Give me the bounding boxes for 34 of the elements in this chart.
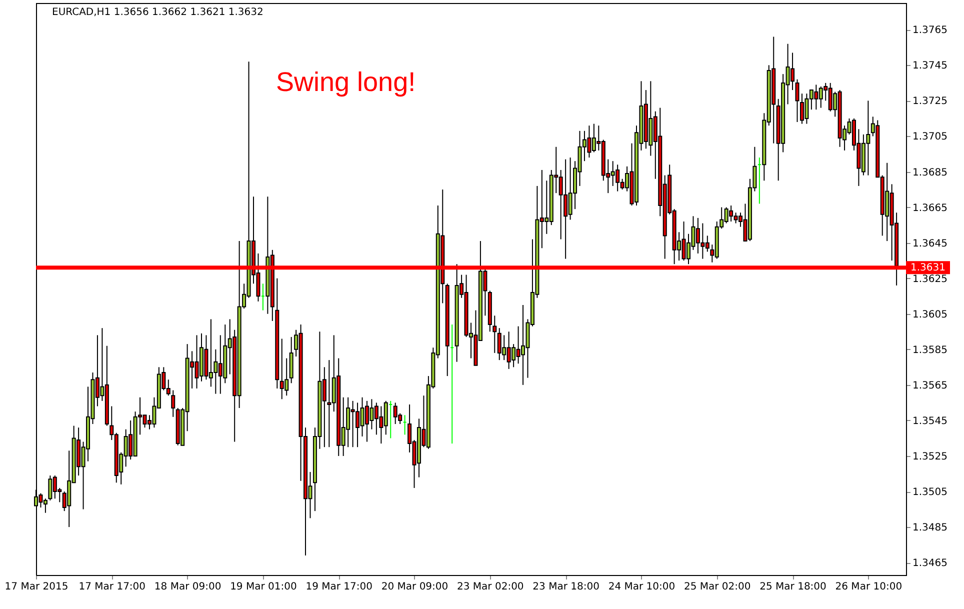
y-tick-label: 1.3745 <box>912 60 948 72</box>
candlestick <box>492 315 497 354</box>
y-tick-label: 1.3705 <box>912 132 948 143</box>
x-tick-label: 18 Mar 09:00 <box>154 582 222 592</box>
x-tick-label: 17 Mar 2015 <box>4 582 68 592</box>
x-tick-label: 25 Mar 18:00 <box>760 582 826 592</box>
candlestick <box>795 78 800 123</box>
y-tick-label: 1.3605 <box>912 309 948 320</box>
x-tick-label: 25 Mar 02:00 <box>684 582 751 592</box>
y-tick-label: 1.3765 <box>912 25 948 36</box>
y-tick-label: 1.3645 <box>912 238 948 250</box>
x-tick-label: 19 Mar 01:00 <box>230 582 297 592</box>
x-tick-label: 19 Mar 17:00 <box>306 582 372 592</box>
annotation: Swing long! <box>276 67 416 97</box>
y-tick-label: 1.3505 <box>912 487 948 498</box>
x-tick-label: 26 Mar 10:00 <box>835 582 902 592</box>
y-tick-label: 1.3585 <box>912 344 948 356</box>
y-tick-label: 1.3665 <box>912 202 948 214</box>
y-tick-label: 1.3565 <box>912 380 948 392</box>
y-tick-label: 1.3545 <box>912 416 948 427</box>
ref-line-label: 1.3631 <box>910 262 946 274</box>
y-tick-label: 1.3465 <box>912 558 948 570</box>
x-tick-label: 20 Mar 09:00 <box>381 582 448 592</box>
x-tick-label: 23 Mar 02:00 <box>457 582 524 592</box>
y-tick-label: 1.3625 <box>912 274 948 285</box>
x-tick-label: 17 Mar 17:00 <box>78 582 146 592</box>
chart-title: EURCAD,H1 1.3656 1.3662 1.3621 1.3632 <box>52 7 264 18</box>
x-tick-label: 23 Mar 18:00 <box>532 582 600 592</box>
candlestick <box>171 390 176 418</box>
y-tick-label: 1.3725 <box>912 96 948 108</box>
y-tick-label: 1.3685 <box>912 167 948 178</box>
y-tick-label: 1.3485 <box>912 522 948 534</box>
x-tick-label: 24 Mar 10:00 <box>608 582 676 592</box>
y-tick-label: 1.3525 <box>912 451 948 462</box>
